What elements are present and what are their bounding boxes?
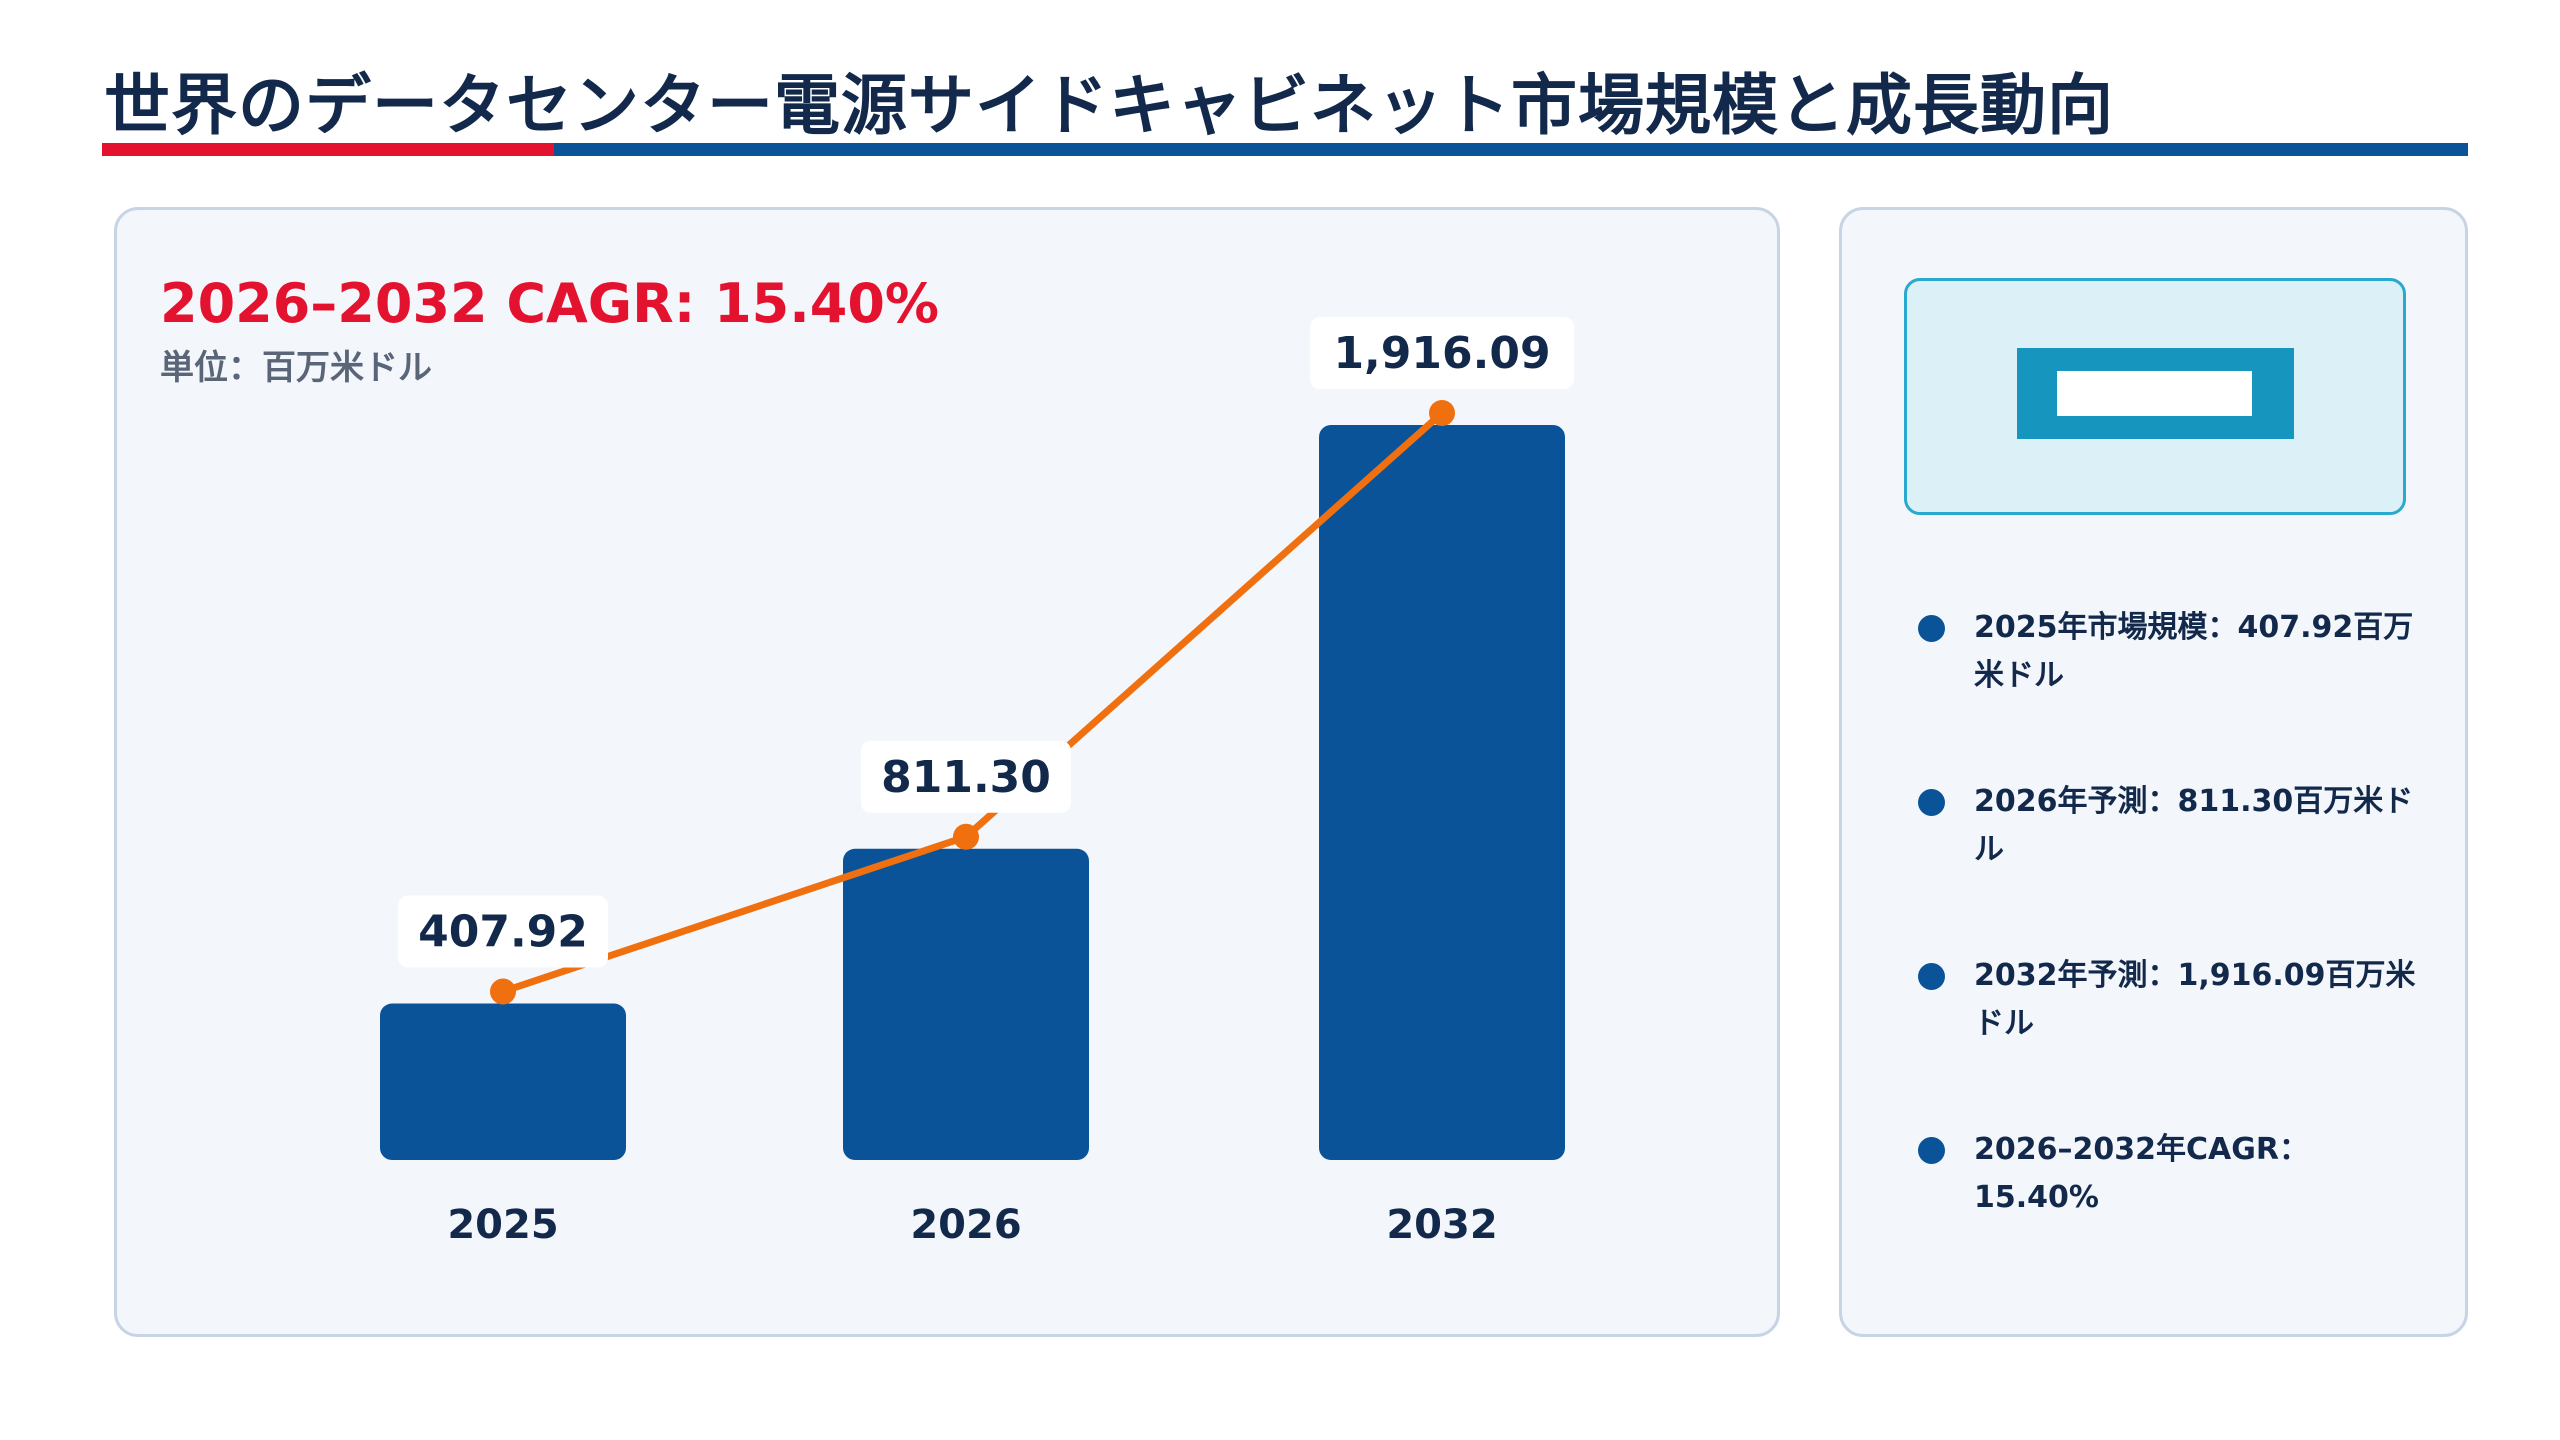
x-tick-label: 2032: [1386, 1202, 1497, 1248]
bullet-dot-icon: [1918, 789, 1945, 816]
bar-2032: [1319, 425, 1565, 1160]
summary-item-text: 2026–2032年CAGR：15.40%: [1974, 1132, 2309, 1215]
data-label-background: [398, 895, 608, 968]
line-point-2025: [490, 978, 516, 1005]
summary-list: 2025年市場規模：407.92百万米ドル 2026年予測：811.30百万米ド…: [1912, 604, 2422, 1300]
summary-item: 2032年予測：1,916.09百万米ドル: [1912, 952, 2422, 1126]
bullet-dot-icon: [1918, 963, 1945, 990]
bar-2026: [843, 848, 1089, 1160]
summary-item: 2026年予測：811.30百万米ドル: [1912, 778, 2422, 952]
summary-item-text: 2032年予測：1,916.09百万米ドル: [1974, 958, 2416, 1041]
unit-label: 単位：百万米ドル: [160, 348, 432, 388]
bullet-dot-icon: [1918, 1137, 1945, 1164]
page-title: 世界のデータセンター電源サイドキャビネット市場規模と成長動向: [104, 67, 2114, 144]
data-label-background: [1310, 317, 1574, 389]
summary-item-text: 2026年予測：811.30百万米ドル: [1974, 784, 2414, 867]
x-tick-label: 2026: [910, 1202, 1021, 1248]
placeholder-icon-inner: [2057, 371, 2252, 416]
data-label-background: [861, 740, 1071, 813]
x-tick-label: 2025: [447, 1202, 558, 1248]
data-label: 407.92: [418, 907, 588, 958]
bullet-dot-icon: [1918, 615, 1945, 642]
line-point-2032: [1429, 400, 1455, 426]
title-underline-blue: [554, 143, 2468, 156]
summary-item-text: 2025年市場規模：407.92百万米ドル: [1974, 610, 2414, 693]
data-label: 1,916.09: [1333, 328, 1550, 379]
summary-item: 2026–2032年CAGR：15.40%: [1912, 1126, 2422, 1300]
line-point-2026: [953, 823, 979, 850]
cagr-heading: 2026–2032 CAGR: 15.40%: [160, 272, 940, 335]
bar-2025: [380, 1003, 626, 1160]
summary-item: 2025年市場規模：407.92百万米ドル: [1912, 604, 2422, 778]
title-underline-red: [102, 143, 554, 156]
data-label: 811.30: [881, 752, 1051, 803]
